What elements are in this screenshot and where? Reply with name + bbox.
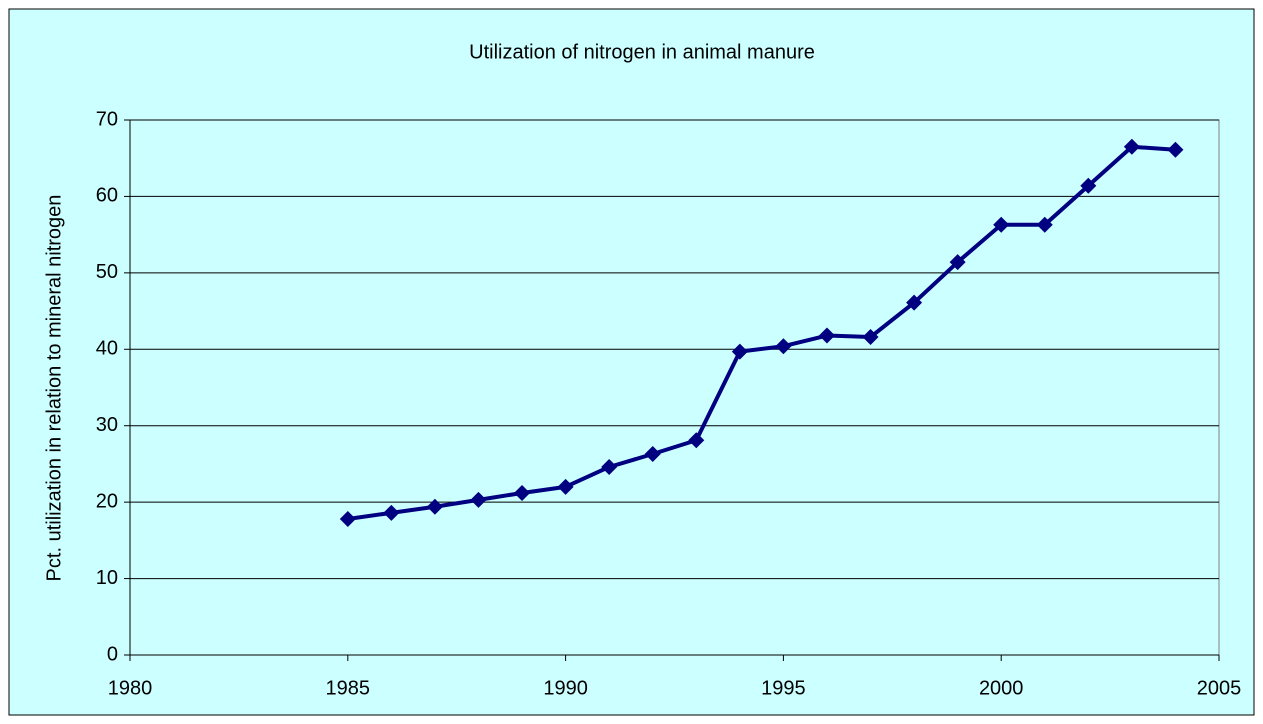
y-tick-label: 50 bbox=[96, 261, 118, 283]
y-tick-label: 60 bbox=[96, 185, 118, 207]
x-tick-label: 1980 bbox=[108, 677, 153, 699]
data-point bbox=[470, 491, 487, 508]
data-point bbox=[862, 329, 879, 346]
y-tick-label: 70 bbox=[96, 108, 118, 130]
y-tick-label: 0 bbox=[107, 643, 118, 665]
data-point bbox=[818, 327, 835, 344]
data-point bbox=[1080, 177, 1097, 194]
data-point bbox=[731, 343, 748, 360]
data-point bbox=[339, 510, 356, 527]
data-point bbox=[949, 254, 966, 271]
data-point bbox=[906, 294, 923, 311]
data-point bbox=[426, 498, 443, 515]
data-point bbox=[1123, 138, 1140, 155]
data-point bbox=[514, 484, 531, 501]
x-tick-label: 1985 bbox=[326, 677, 371, 699]
data-point bbox=[775, 338, 792, 355]
data-point bbox=[993, 216, 1010, 233]
y-tick-label: 10 bbox=[96, 567, 118, 589]
y-tick-label: 20 bbox=[96, 490, 118, 512]
data-point bbox=[1167, 141, 1184, 158]
y-axis-label: Pct. utilization in relation to mineral … bbox=[43, 195, 65, 582]
data-point bbox=[644, 445, 661, 462]
x-tick-label: 2005 bbox=[1197, 677, 1242, 699]
data-point bbox=[557, 478, 574, 495]
data-point bbox=[601, 458, 618, 475]
chart-title: Utilization of nitrogen in animal manure bbox=[469, 41, 815, 63]
x-tick-label: 2000 bbox=[979, 677, 1024, 699]
plot-area bbox=[129, 119, 1220, 656]
data-point bbox=[688, 432, 705, 449]
data-point bbox=[1036, 216, 1053, 233]
y-tick-label: 30 bbox=[96, 414, 118, 436]
x-tick-label: 1990 bbox=[543, 677, 588, 699]
data-point bbox=[383, 504, 400, 521]
x-tick-label: 1995 bbox=[761, 677, 806, 699]
y-tick-label: 40 bbox=[96, 338, 118, 360]
